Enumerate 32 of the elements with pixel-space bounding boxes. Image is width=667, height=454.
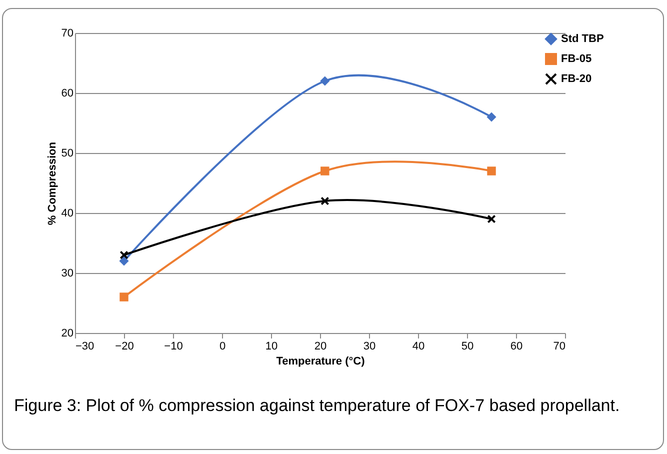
point [120, 256, 128, 266]
x-tick-label: 70 [553, 340, 566, 352]
x-tick-label: 50 [461, 340, 474, 352]
x-tick-label: −10 [164, 340, 183, 352]
point [487, 214, 496, 224]
point [120, 292, 128, 302]
y-tick-label: 40 [61, 208, 74, 220]
y-tick-label: 60 [61, 88, 74, 100]
x-tick-label: −20 [115, 340, 134, 352]
x-tick-label: 60 [510, 340, 523, 352]
point [320, 166, 330, 176]
legend-label: FB-05 [561, 53, 592, 65]
caption: Figure 3: Plot of % compression against temperature of FOX-7 based propellant. [14, 395, 621, 417]
x-tick-label: −30 [76, 340, 94, 352]
x-tick-label: 30 [363, 340, 376, 352]
y-tick-label: 70 [61, 28, 74, 40]
point [320, 76, 330, 86]
point [487, 166, 496, 176]
y-axis-title: % Compression [46, 142, 58, 226]
y-tick-label: 20 [61, 328, 74, 340]
legend-label: FB-20 [561, 73, 592, 85]
x-axis-title: Temperature (°C) [276, 356, 366, 368]
x-tick-label: 20 [314, 340, 327, 352]
point [487, 112, 496, 122]
x-tick-label: 40 [412, 340, 425, 352]
point [320, 196, 330, 206]
legend-label: Std TBP [561, 33, 604, 45]
y-tick-label: 50 [61, 148, 74, 160]
y-tick-label: 30 [61, 268, 74, 280]
x-tick-label: 10 [265, 340, 278, 352]
point [120, 250, 128, 260]
x-tick-label: 0 [219, 340, 226, 352]
